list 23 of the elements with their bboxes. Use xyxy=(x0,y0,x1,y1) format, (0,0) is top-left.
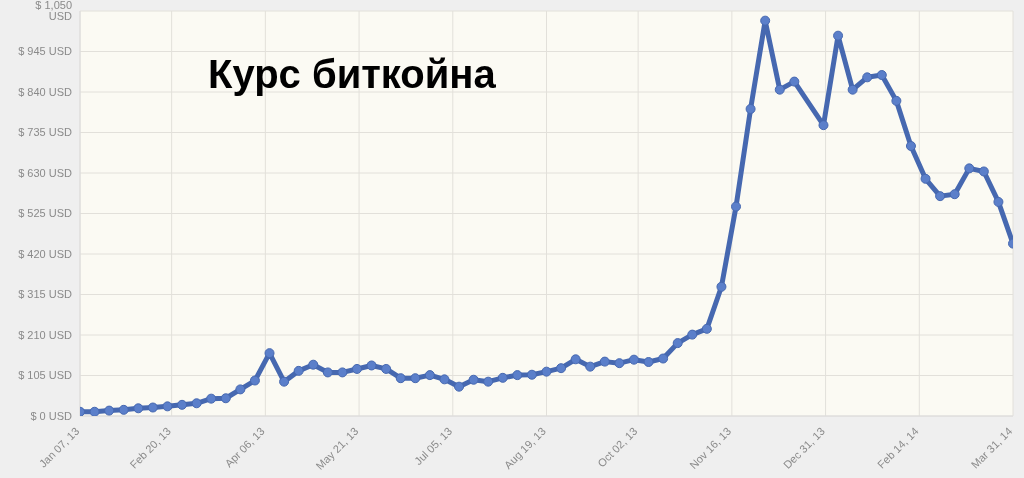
y-tick-label: $ 945 USD xyxy=(18,45,73,58)
x-tick-label: May 21, 13 xyxy=(313,424,361,472)
text: Курс биткойна xyxy=(208,52,496,97)
x-tick-label: Dec 31, 13 xyxy=(780,424,827,472)
x-tick-label: Nov 16, 13 xyxy=(687,424,734,472)
x-tick-label: Jul 05, 13 xyxy=(411,424,455,468)
x-tick-label: Aug 19, 13 xyxy=(501,424,548,472)
x-tick-label: Mar 31, 14 xyxy=(968,424,1015,471)
y-tick-label: $ 630 USD xyxy=(18,166,73,179)
y-tick-label: $ 0 USD xyxy=(30,409,73,422)
y-tick-label: $ 210 USD xyxy=(18,328,73,341)
y-tick-label: $ 315 USD xyxy=(18,288,73,301)
x-tick-label: Feb 14, 14 xyxy=(875,424,921,471)
x-tick-label: Jan 07, 13 xyxy=(36,424,82,470)
y-tick-label: $ 1,050 USD xyxy=(35,0,73,23)
x-tick-label: Feb 20, 13 xyxy=(127,424,174,471)
y-tick-label: $ 840 USD xyxy=(18,85,73,98)
x-tick-label: Apr 06, 13 xyxy=(222,424,267,470)
y-tick-label: $ 105 USD xyxy=(18,369,73,382)
x-tick-label: Oct 02, 13 xyxy=(595,424,640,470)
y-tick-label: $ 735 USD xyxy=(18,126,73,139)
y-tick-label: $ 420 USD xyxy=(18,247,73,260)
y-tick-label: $ 525 USD xyxy=(18,207,73,220)
